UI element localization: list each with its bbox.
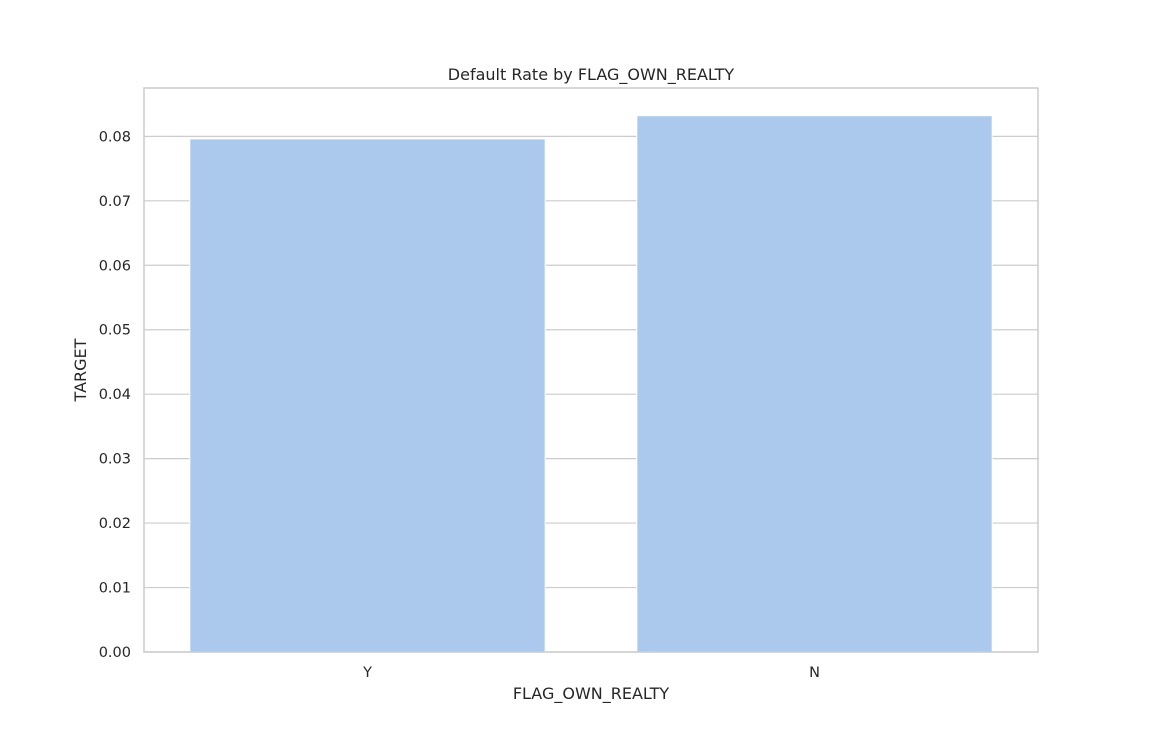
y-tick-label: 0.08: [99, 129, 131, 145]
y-tick-label: 0.04: [99, 387, 131, 403]
y-tick-label: 0.03: [99, 452, 131, 468]
x-axis-label: FLAG_OWN_REALTY: [513, 684, 670, 704]
y-tick-label: 0.06: [99, 258, 131, 274]
x-tick-label: N: [809, 665, 820, 681]
y-tick-labels: 0.00 0.01 0.02 0.03 0.04 0.05 0.06 0.07 0.08: [99, 129, 131, 661]
y-tick-label: 0.07: [99, 194, 131, 210]
plot-frame: [143, 87, 1039, 653]
bar-y: [189, 138, 546, 653]
y-tick-label: 0.02: [99, 516, 131, 532]
bars: [189, 115, 993, 653]
chart-title: Default Rate by FLAG_OWN_REALTY: [448, 65, 735, 85]
y-axis-label: TARGET: [71, 338, 90, 402]
bar-n: [636, 115, 993, 653]
y-tick-label: 0.00: [99, 645, 131, 661]
x-tick-label: Y: [362, 665, 372, 681]
y-tick-label: 0.01: [99, 581, 131, 597]
y-tick-label: 0.05: [99, 323, 131, 339]
